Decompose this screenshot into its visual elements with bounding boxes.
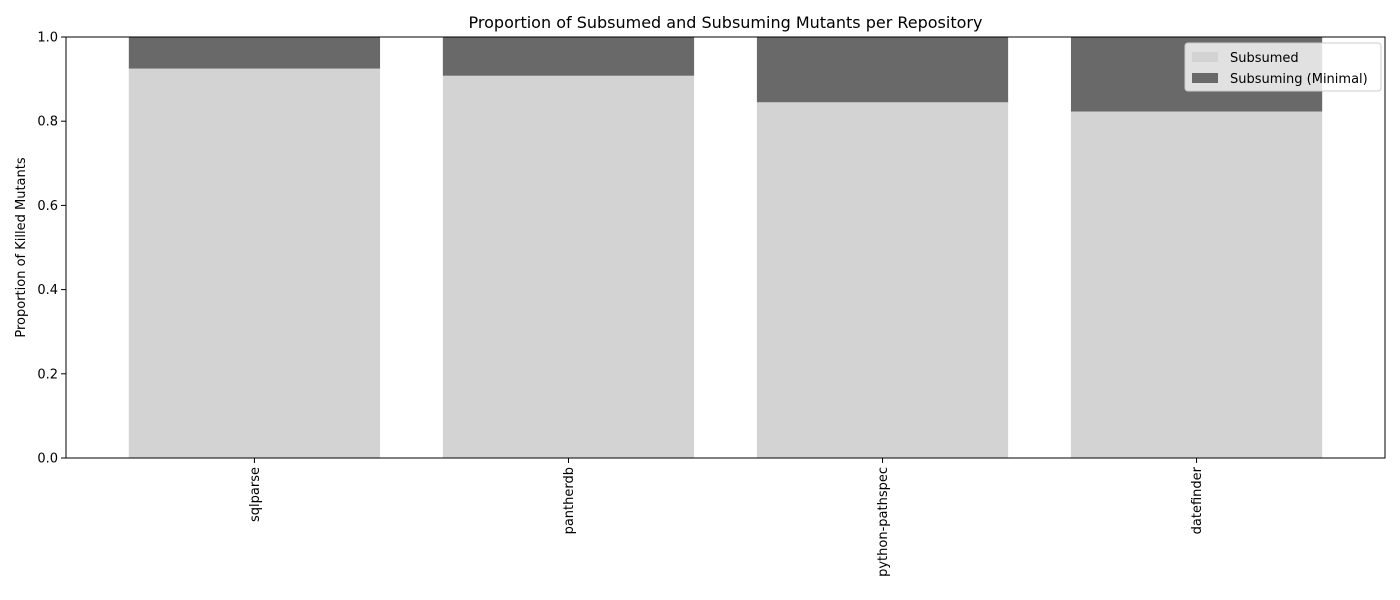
bar-python-pathspec-subsuming	[756, 37, 1009, 103]
legend-swatch-subsuming	[1192, 73, 1218, 83]
y-tick-label: 0.6	[37, 199, 58, 214]
bar-datefinder-subsumed	[1070, 111, 1323, 458]
chart-title: Proportion of Subsumed and Subsuming Mut…	[469, 13, 983, 32]
y-tick-label: 1.0	[37, 31, 58, 46]
y-tick-label: 0.2	[37, 367, 58, 382]
legend-label-subsumed: Subsumed	[1230, 51, 1299, 66]
axes-group: 0.0 0.2 0.4 0.6 0.8 1.0 sqlparse pantherdb pytho…	[37, 31, 1386, 577]
bar-pantherdb-subsumed	[442, 75, 695, 459]
y-tick-label: 0.8	[37, 115, 58, 130]
bar-sqlparse-subsumed	[128, 68, 381, 458]
plot-frame	[65, 36, 1386, 459]
x-tick-label-pantherdb: pantherdb	[562, 467, 577, 534]
bar-pantherdb-subsuming	[442, 37, 695, 76]
y-axis-label: Proportion of Killed Mutants	[14, 157, 29, 337]
legend-label-subsuming: Subsuming (Minimal)	[1230, 72, 1368, 87]
bar-sqlparse-subsuming	[128, 37, 381, 69]
legend-box	[1184, 42, 1382, 92]
x-tick-label-sqlparse: sqlparse	[248, 467, 263, 522]
y-tick-label: 0.0	[37, 452, 58, 467]
legend-swatch-subsumed	[1192, 52, 1218, 62]
bar-python-pathspec-subsumed	[756, 102, 1009, 458]
legend: Subsumed Subsuming (Minimal)	[1184, 42, 1382, 92]
bars-group	[128, 37, 1323, 459]
x-tick-label-datefinder: datefinder	[1190, 466, 1205, 534]
y-tick-label: 0.4	[37, 283, 58, 298]
x-tick-label-python-pathspec: python-pathspec	[876, 467, 891, 577]
